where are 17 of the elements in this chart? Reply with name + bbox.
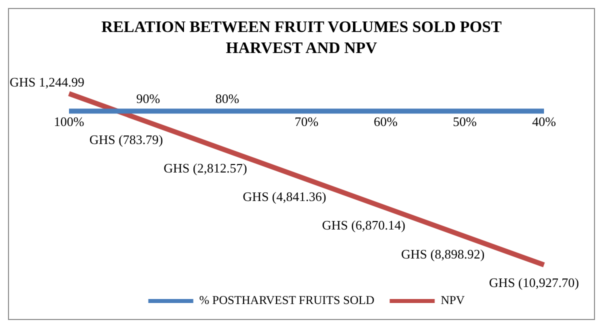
- x-tick-label: 100%: [54, 114, 84, 130]
- data-label: GHS 1,244.99: [10, 74, 84, 90]
- x-tick-label: 50%: [452, 114, 477, 130]
- data-label: GHS (783.79): [89, 132, 164, 148]
- legend-label: % POSTHARVEST FRUITS SOLD: [199, 293, 375, 308]
- legend-label: NPV: [440, 293, 466, 308]
- data-label: GHS (6,870.14): [322, 218, 406, 233]
- data-label: GHS (8,898.92): [401, 246, 485, 262]
- x-tick-label: 40%: [532, 114, 556, 130]
- x-tick-label: 90%: [136, 91, 160, 106]
- data-label: GHS (10,927.70): [489, 274, 579, 290]
- chart-title: RELATION BETWEEN FRUIT VOLUMES SOLD POST HARVEST AND NPV: [100, 18, 503, 59]
- x-tick-label: 60%: [374, 114, 398, 130]
- data-label: GHS (2,812.57): [164, 160, 248, 176]
- data-label: GHS (4,841.36): [242, 189, 326, 204]
- x-tick-label: 80%: [215, 91, 240, 106]
- x-tick-label: 70%: [294, 114, 319, 130]
